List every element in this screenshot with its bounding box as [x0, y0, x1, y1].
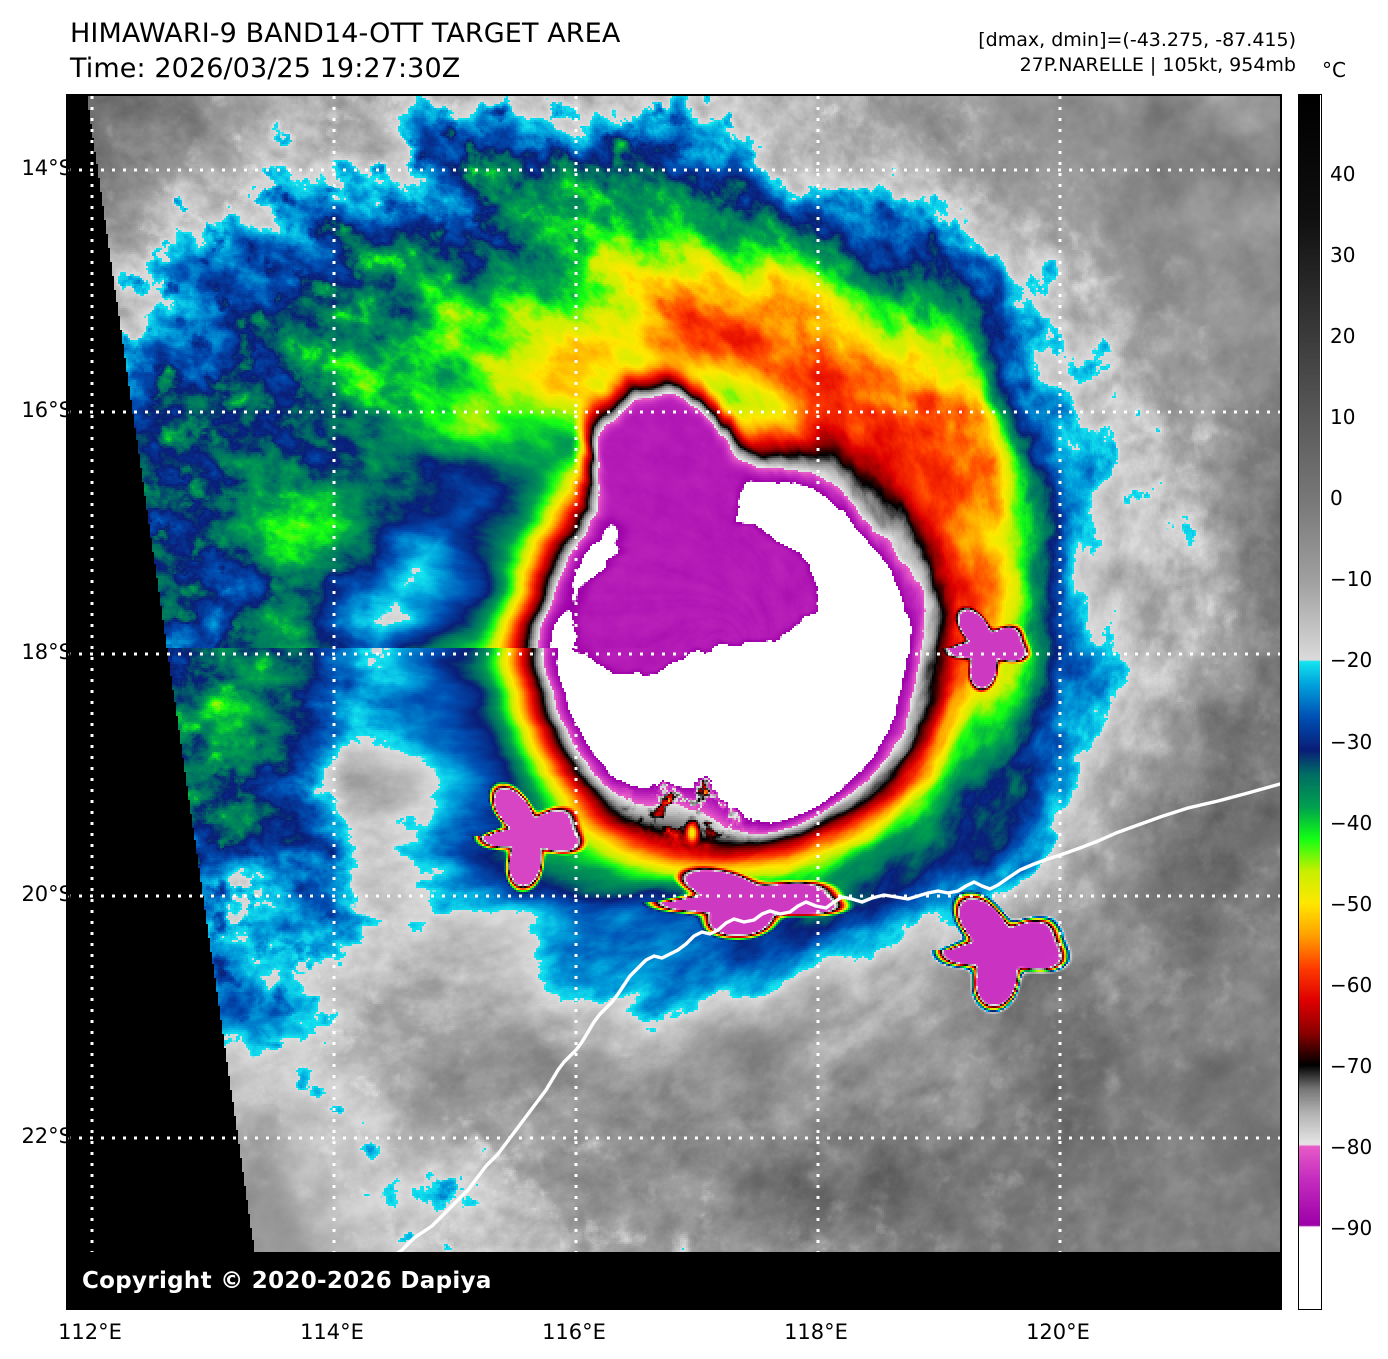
colorbar-tick-3: 10 — [1330, 405, 1356, 430]
lat-lon-gridlines — [68, 96, 1280, 1308]
colorbar-tick-1: 30 — [1330, 243, 1356, 268]
map-plot-area[interactable]: Copyright © 2020-2026 Dapiya — [66, 94, 1282, 1310]
lat-tick-1: 16°S — [21, 398, 72, 422]
storm-readout: 27P.NARELLE | 105kt, 954mb — [1019, 54, 1296, 76]
colorbar-tick-0: 40 — [1330, 162, 1356, 187]
colorbar-tick-6: −20 — [1330, 648, 1373, 673]
colorbar-tick-7: −30 — [1330, 729, 1373, 754]
lat-tick-4: 22°S — [21, 1124, 72, 1148]
header-right: [dmax, dmin]=(-43.275, -87.415) 27P.NARE… — [876, 28, 1296, 78]
colorbar[interactable] — [1298, 94, 1322, 1310]
header-left: HIMAWARI-9 BAND14-OTT TARGET AREA Time: … — [70, 16, 830, 86]
lon-tick-1: 114°E — [300, 1320, 364, 1344]
colorbar-tick-11: −70 — [1330, 1053, 1373, 1078]
colorbar-tick-4: 0 — [1330, 486, 1343, 511]
dminmax-readout: [dmax, dmin]=(-43.275, -87.415) — [978, 29, 1296, 51]
colorbar-tick-12: −80 — [1330, 1134, 1373, 1159]
copyright-text: Copyright © 2020-2026 Dapiya — [82, 1268, 492, 1294]
colorbar-tick-9: −50 — [1330, 891, 1373, 916]
lon-tick-4: 120°E — [1026, 1320, 1090, 1344]
colorbar-tick-8: −40 — [1330, 810, 1373, 835]
colorbar-tick-2: 20 — [1330, 324, 1356, 349]
colorbar-tick-5: −10 — [1330, 567, 1373, 592]
lon-tick-3: 118°E — [784, 1320, 848, 1344]
coastline-overlay — [351, 782, 1280, 1308]
colorbar-tick-13: −90 — [1330, 1215, 1373, 1240]
copyright-band — [68, 1252, 1280, 1308]
page-title: HIMAWARI-9 BAND14-OTT TARGET AREA — [70, 18, 621, 49]
lat-tick-3: 20°S — [21, 882, 72, 906]
colorbar-unit-label: °C — [1322, 58, 1346, 82]
lat-tick-0: 14°S — [21, 156, 72, 180]
lon-tick-0: 112°E — [58, 1320, 122, 1344]
colorbar-tick-10: −60 — [1330, 972, 1373, 997]
lon-tick-2: 116°E — [542, 1320, 606, 1344]
colorbar-gradient — [1299, 95, 1320, 1308]
timestamp: Time: 2026/03/25 19:27:30Z — [70, 53, 461, 84]
satellite-infrared-image — [68, 96, 1280, 1308]
lat-tick-2: 18°S — [21, 640, 72, 664]
